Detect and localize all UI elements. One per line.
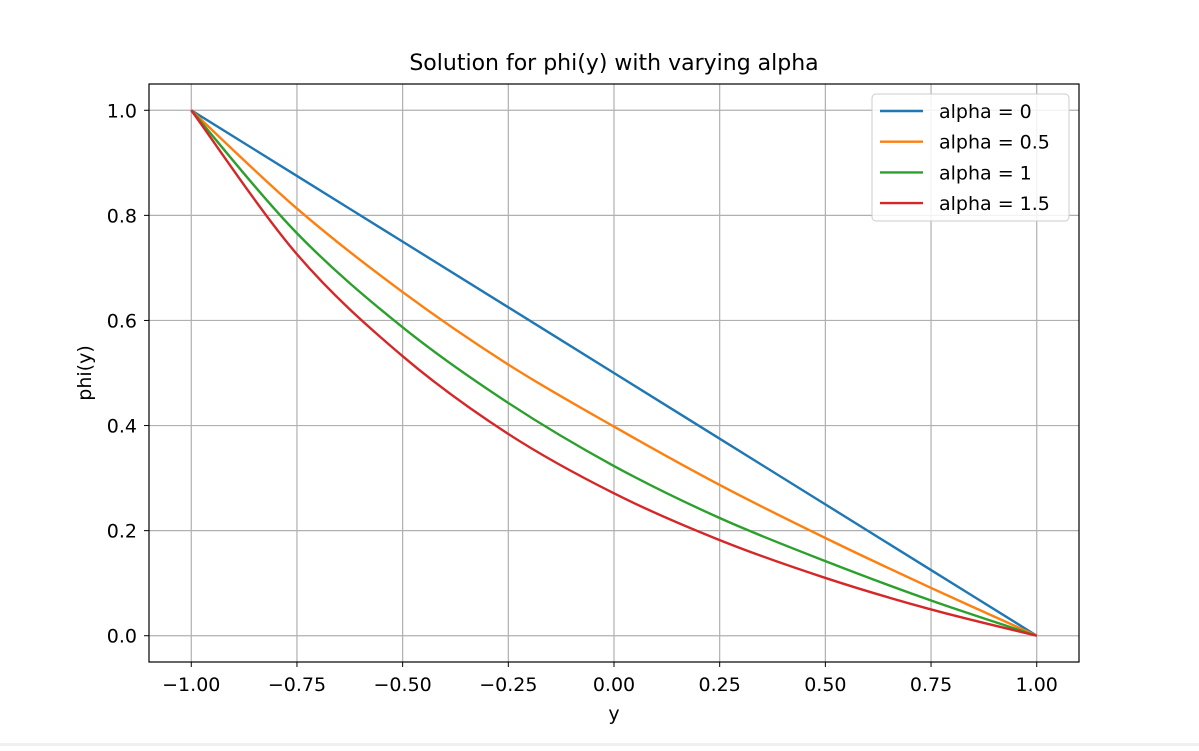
x-tick-label: −1.00 [162,674,220,696]
legend-label: alpha = 1 [939,162,1032,184]
x-tick-label: −0.50 [374,674,432,696]
legend-box [871,93,1070,222]
series-line-3 [190,109,1038,637]
y-tick-label: 0.4 [107,416,137,438]
x-tick-label: −0.25 [479,674,537,696]
window-bottom-edge [0,743,1199,746]
legend: alpha = 0 alpha = 0.5 alpha = 1 alpha = 1.5 [871,93,1070,222]
y-tick-label: 0.8 [107,205,137,227]
y-tick-label: 1.0 [107,100,137,122]
x-axis-label: y [608,703,619,725]
x-tick-label: −0.75 [268,674,326,696]
legend-label: alpha = 0 [939,101,1032,123]
x-tick-label: 0.00 [593,674,635,696]
y-tick-label: 0.0 [107,626,137,648]
series-line-1 [190,109,1038,637]
series-lines [190,109,1038,637]
chart-title: Solution for phi(y) with varying alpha [409,51,818,76]
y-axis-ticks: 0.0 0.2 0.4 0.6 0.8 1.0 [107,100,149,648]
y-tick-label: 0.6 [107,310,137,332]
x-tick-label: 0.50 [804,674,846,696]
y-tick-label: 0.2 [107,521,137,543]
x-tick-label: 1.00 [1016,674,1058,696]
legend-label: alpha = 1.5 [939,193,1050,215]
x-tick-label: 0.75 [910,674,952,696]
series-line-2 [190,109,1038,637]
y-axis-label: phi(y) [74,345,96,400]
series-line-0 [190,109,1038,637]
x-tick-label: 0.25 [699,674,741,696]
legend-label: alpha = 0.5 [939,132,1050,154]
x-axis-ticks: −1.00 −0.75 −0.50 −0.25 0.00 0.25 0.50 0.75 1.00 [162,662,1058,696]
